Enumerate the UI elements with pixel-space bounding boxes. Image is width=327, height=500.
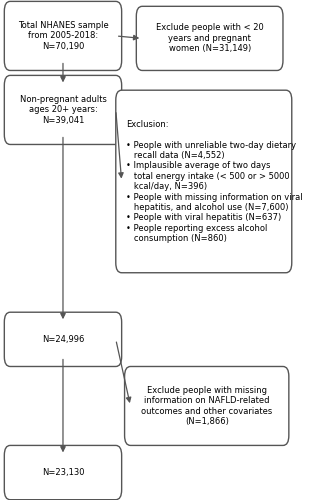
Text: Exclusion:

• People with unreliable two-day dietary
   recall data (N=4,552)
• : Exclusion: • People with unreliable two-… bbox=[126, 120, 303, 243]
Text: Total NHANES sample
from 2005-2018:
N=70,190: Total NHANES sample from 2005-2018: N=70… bbox=[18, 21, 108, 51]
Text: N=23,130: N=23,130 bbox=[42, 468, 84, 477]
FancyBboxPatch shape bbox=[4, 76, 122, 144]
FancyBboxPatch shape bbox=[116, 90, 292, 272]
Text: Exclude people with < 20
years and pregnant
women (N=31,149): Exclude people with < 20 years and pregn… bbox=[156, 24, 264, 54]
FancyBboxPatch shape bbox=[4, 446, 122, 500]
Text: Exclude people with missing
information on NAFLD-related
outcomes and other cova: Exclude people with missing information … bbox=[141, 386, 272, 426]
FancyBboxPatch shape bbox=[4, 2, 122, 70]
FancyBboxPatch shape bbox=[4, 312, 122, 366]
Text: N=24,996: N=24,996 bbox=[42, 335, 84, 344]
FancyBboxPatch shape bbox=[136, 6, 283, 70]
Text: Non-pregnant adults
ages 20+ years:
N=39,041: Non-pregnant adults ages 20+ years: N=39… bbox=[20, 95, 106, 125]
FancyBboxPatch shape bbox=[125, 366, 289, 446]
